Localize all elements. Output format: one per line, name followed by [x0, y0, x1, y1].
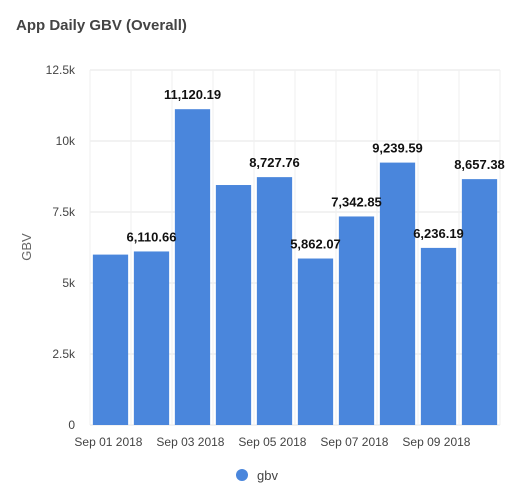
- y-tick-label: 7.5k: [52, 205, 76, 219]
- data-label: 6,110.66: [127, 229, 177, 244]
- bar[interactable]: [215, 185, 252, 425]
- y-axis-title: GBV: [19, 233, 34, 261]
- y-tick-label: 0: [68, 418, 75, 432]
- bars: [92, 109, 498, 425]
- data-label: 8,727.76: [249, 155, 300, 170]
- data-label: 11,120.19: [164, 87, 221, 102]
- bar[interactable]: [461, 179, 498, 425]
- legend-marker-gbv[interactable]: [236, 469, 248, 481]
- data-label: 8,657.38: [454, 157, 505, 172]
- y-axis: 0 2.5k 5k 7.5k 10k 12.5k: [46, 63, 76, 432]
- data-label: 6,236.19: [413, 226, 464, 241]
- legend[interactable]: gbv: [236, 468, 278, 483]
- y-tick-label: 2.5k: [52, 347, 76, 361]
- bar[interactable]: [297, 258, 334, 425]
- data-label: 7,342.85: [331, 194, 382, 209]
- bar[interactable]: [92, 254, 129, 425]
- x-tick-label: Sep 03 2018: [156, 435, 224, 449]
- bar[interactable]: [420, 247, 457, 425]
- bar[interactable]: [379, 162, 416, 425]
- x-tick-label: Sep 05 2018: [238, 435, 306, 449]
- gridlines: [89, 69, 501, 426]
- x-tick-label: Sep 07 2018: [320, 435, 388, 449]
- x-tick-label: Sep 09 2018: [402, 435, 470, 449]
- y-tick-label: 5k: [62, 276, 76, 290]
- legend-label-gbv[interactable]: gbv: [257, 468, 278, 483]
- bar[interactable]: [338, 216, 375, 425]
- x-axis: Sep 01 2018 Sep 03 2018 Sep 05 2018 Sep 07 …: [74, 435, 470, 449]
- y-tick-label: 10k: [56, 134, 76, 148]
- chart-title: App Daily GBV (Overall): [16, 17, 187, 34]
- bar[interactable]: [256, 177, 293, 425]
- y-tick-label: 12.5k: [46, 63, 76, 77]
- data-label: 9,239.59: [372, 141, 423, 156]
- bar[interactable]: [174, 109, 211, 425]
- data-label: 5,862.07: [290, 237, 341, 252]
- data-labels: 6,110.66 11,120.19 8,727.76 5,862.07 7,342.8…: [127, 87, 505, 251]
- bar[interactable]: [133, 251, 170, 425]
- x-tick-label: Sep 01 2018: [74, 435, 142, 449]
